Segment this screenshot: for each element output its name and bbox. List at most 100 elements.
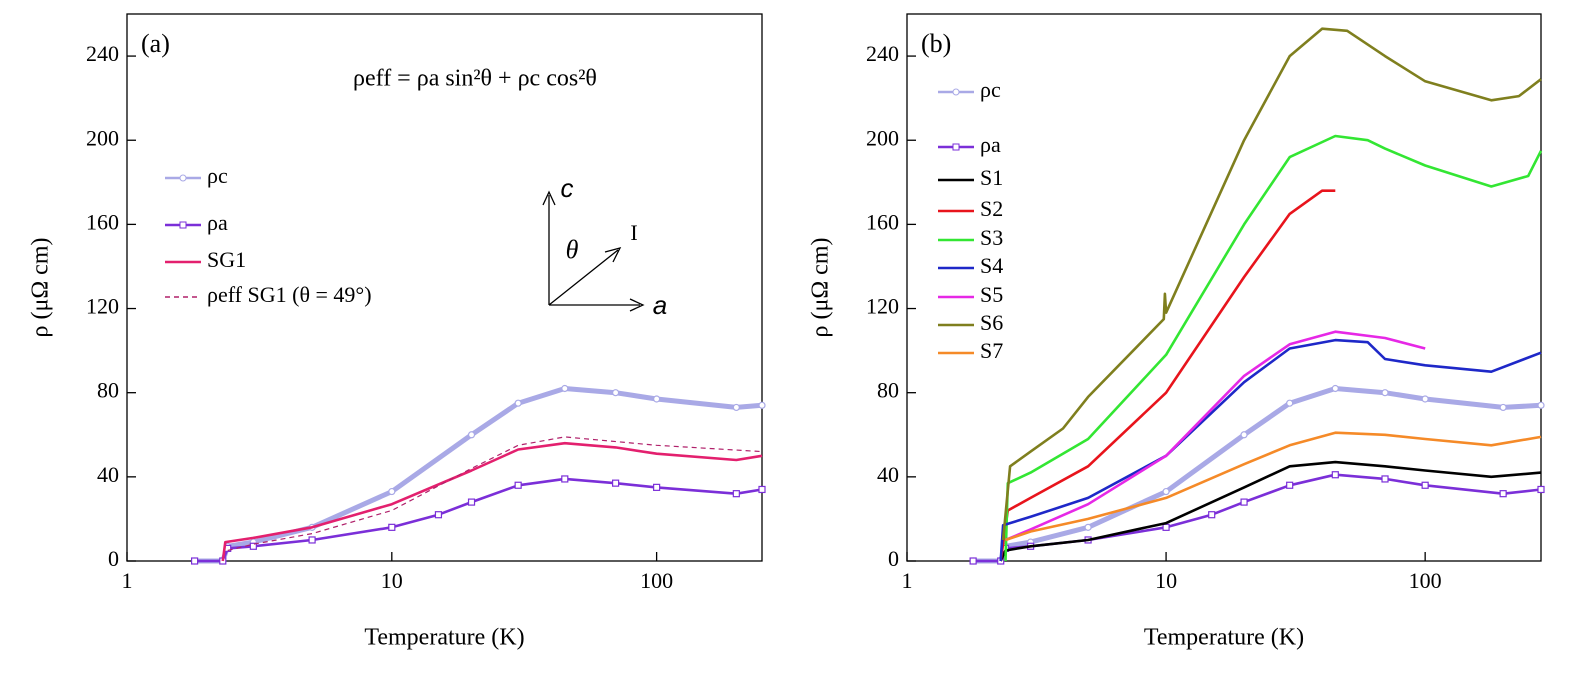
y-tick-label: 200	[866, 125, 899, 150]
legend-label: ρa	[207, 210, 228, 235]
series-line	[221, 441, 763, 562]
legend-label: S4	[980, 253, 1003, 278]
point	[561, 475, 569, 483]
annotation: I	[630, 220, 637, 245]
point	[1286, 399, 1294, 407]
point	[1240, 498, 1248, 506]
point	[561, 384, 569, 393]
point	[388, 487, 396, 496]
point	[1499, 490, 1507, 498]
point	[1240, 431, 1248, 439]
series-line	[227, 436, 763, 552]
point	[388, 523, 396, 531]
panel-label: (a)	[141, 29, 170, 58]
legend-label: S7	[980, 338, 1003, 363]
point	[1286, 481, 1294, 489]
x-axis-label: Temperature (K)	[364, 625, 524, 651]
plot-frame	[126, 13, 763, 562]
x-tick-label: 100	[1409, 568, 1442, 593]
series-line	[973, 473, 1542, 563]
y-tick-label: 0	[108, 546, 119, 571]
point	[1499, 403, 1507, 412]
point	[1331, 471, 1339, 479]
point	[514, 399, 522, 407]
point	[732, 403, 740, 412]
x-tick-label: 100	[640, 568, 673, 593]
point	[653, 483, 661, 491]
x-tick-label: 10	[1155, 568, 1177, 593]
y-tick-label: 80	[877, 378, 899, 403]
legend-label: SG1	[207, 247, 246, 272]
point	[758, 485, 766, 494]
legend-label: ρa	[980, 132, 1001, 157]
point	[1421, 395, 1429, 403]
annotation: a	[653, 290, 667, 320]
point	[1084, 523, 1092, 531]
x-tick-label: 1	[122, 568, 133, 593]
inset-axes	[542, 190, 645, 312]
y-axis-label: ρ (μΩ cm)	[808, 238, 834, 338]
series-line	[999, 338, 1542, 562]
legend-marker	[179, 174, 187, 182]
point	[249, 542, 257, 550]
point	[1162, 487, 1170, 496]
y-tick-label: 80	[97, 378, 119, 403]
series-line	[1004, 134, 1543, 562]
point	[1208, 511, 1216, 519]
y-tick-label: 240	[866, 41, 899, 66]
point	[969, 557, 977, 565]
y-tick-label: 160	[86, 209, 119, 234]
series-line	[194, 386, 763, 564]
point	[467, 498, 476, 506]
point	[612, 389, 620, 397]
point	[653, 395, 661, 403]
y-tick-label: 160	[866, 209, 899, 234]
point	[467, 431, 476, 439]
legend-label: ρeff SG1 (θ = 49°)	[207, 282, 372, 307]
legend-label: S3	[980, 225, 1003, 250]
point	[758, 401, 766, 409]
x-axis-label: Temperature (K)	[1144, 625, 1304, 651]
point	[1537, 485, 1545, 494]
point	[732, 490, 740, 498]
annotation: θ	[566, 235, 579, 264]
point	[434, 511, 443, 519]
series-line	[973, 386, 1542, 564]
legend-marker	[952, 143, 960, 151]
y-tick-label: 120	[86, 294, 119, 319]
plot-frame	[906, 13, 1542, 562]
series-line	[999, 460, 1542, 562]
panel-label: (b)	[921, 29, 951, 58]
legend-label: S5	[980, 282, 1003, 307]
series-line	[194, 477, 763, 563]
point	[1381, 475, 1389, 483]
point	[1421, 481, 1429, 489]
series-line	[999, 189, 1336, 562]
point	[308, 536, 316, 544]
y-tick-label: 120	[866, 294, 899, 319]
point	[514, 481, 522, 489]
y-tick-label: 40	[877, 462, 899, 487]
annotation: c	[561, 173, 574, 203]
point	[1331, 384, 1339, 393]
y-tick-label: 240	[86, 41, 119, 66]
legend-label: S1	[980, 165, 1003, 190]
point	[1162, 523, 1170, 531]
point	[1537, 401, 1545, 409]
series-line	[1004, 330, 1426, 542]
x-tick-label: 10	[381, 568, 403, 593]
series-line	[1001, 27, 1542, 541]
annotation: ρeff = ρa sin²θ + ρc cos²θ	[353, 66, 597, 92]
y-tick-label: 200	[86, 125, 119, 150]
point	[1381, 389, 1389, 397]
y-tick-label: 0	[888, 546, 899, 571]
point	[612, 479, 620, 487]
legend-marker	[179, 221, 187, 229]
legend-marker	[952, 88, 960, 96]
legend-label: S6	[980, 310, 1003, 335]
x-tick-label: 1	[902, 568, 913, 593]
legend-label: S2	[980, 196, 1003, 221]
y-tick-label: 40	[97, 462, 119, 487]
y-axis-label: ρ (μΩ cm)	[28, 238, 54, 338]
